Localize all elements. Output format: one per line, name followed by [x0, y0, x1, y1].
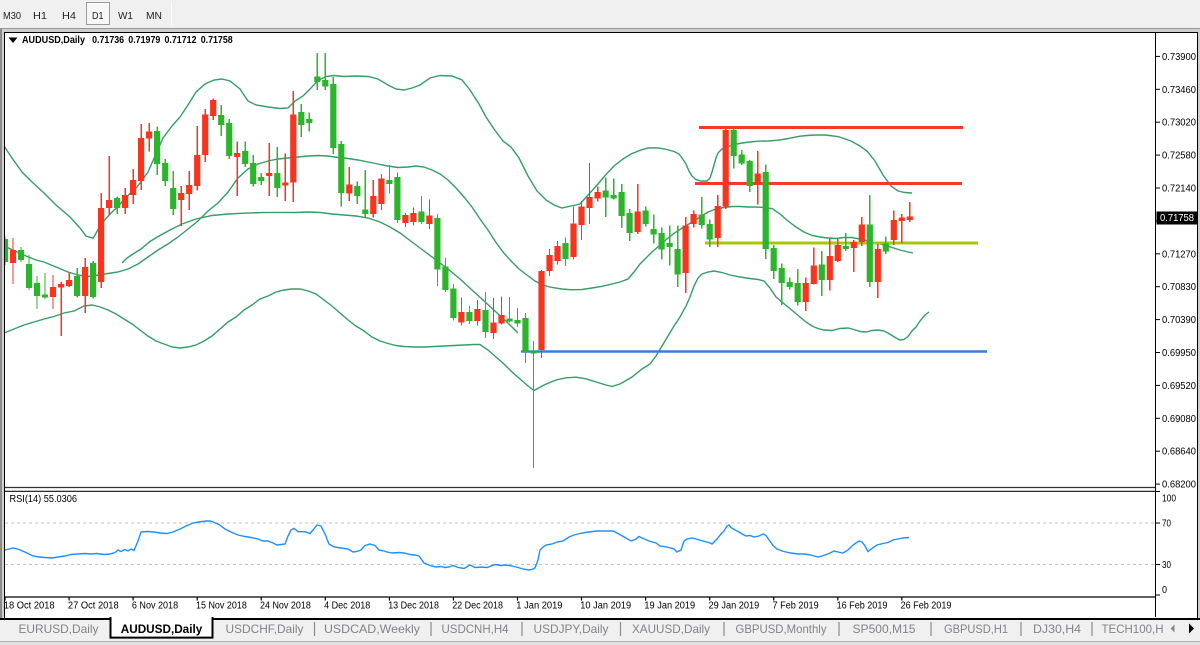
svg-text:18 Oct 2018: 18 Oct 2018: [4, 601, 55, 612]
svg-text:TECH100,H: TECH100,H: [1102, 622, 1164, 636]
svg-text:AUDUSD,Daily: AUDUSD,Daily: [22, 35, 85, 46]
svg-text:0: 0: [1162, 585, 1167, 596]
svg-text:30: 30: [1162, 560, 1171, 571]
svg-text:0.73460: 0.73460: [1162, 85, 1196, 96]
svg-text:EURUSD,Daily: EURUSD,Daily: [19, 622, 99, 636]
svg-text:RSI(14) 55.0306: RSI(14) 55.0306: [10, 494, 78, 505]
svg-text:16 Feb 2019: 16 Feb 2019: [837, 601, 888, 612]
svg-text:27 Oct 2018: 27 Oct 2018: [68, 601, 119, 612]
svg-text:0.69520: 0.69520: [1162, 381, 1196, 392]
svg-text:0.69950: 0.69950: [1162, 348, 1196, 359]
svg-text:19 Jan 2019: 19 Jan 2019: [644, 601, 695, 612]
svg-text:0.68640: 0.68640: [1162, 447, 1196, 458]
svg-text:W1: W1: [118, 11, 133, 22]
svg-text:1 Jan 2019: 1 Jan 2019: [516, 601, 562, 612]
svg-text:0.71270: 0.71270: [1162, 249, 1196, 260]
svg-text:GBPUSD,H1: GBPUSD,H1: [944, 622, 1008, 636]
svg-text:0.73020: 0.73020: [1162, 118, 1196, 129]
svg-text:MN: MN: [146, 11, 162, 22]
svg-text:DJ30,H4: DJ30,H4: [1033, 622, 1081, 636]
svg-text:AUDUSD,Daily: AUDUSD,Daily: [121, 622, 203, 636]
svg-text:0.71979: 0.71979: [128, 35, 160, 46]
svg-text:0.68200: 0.68200: [1162, 480, 1196, 491]
svg-text:USDJPY,Daily: USDJPY,Daily: [534, 622, 609, 636]
svg-text:22 Dec 2018: 22 Dec 2018: [452, 601, 503, 612]
svg-text:70: 70: [1162, 519, 1171, 530]
svg-text:GBPUSD,Monthly: GBPUSD,Monthly: [736, 622, 827, 636]
svg-text:0.71758: 0.71758: [1160, 213, 1194, 224]
svg-text:0.71712: 0.71712: [165, 35, 197, 46]
svg-text:H4: H4: [62, 11, 77, 22]
svg-text:0.70390: 0.70390: [1162, 315, 1196, 326]
svg-text:26 Feb 2019: 26 Feb 2019: [901, 601, 952, 612]
svg-text:29 Jan 2019: 29 Jan 2019: [709, 601, 760, 612]
svg-text:6 Nov 2018: 6 Nov 2018: [132, 601, 179, 612]
svg-text:0.71736: 0.71736: [92, 35, 124, 46]
svg-text:USDCAD,Weekly: USDCAD,Weekly: [324, 622, 420, 636]
svg-text:0.73900: 0.73900: [1162, 52, 1196, 63]
svg-text:SP500,M15: SP500,M15: [853, 622, 916, 636]
svg-text:0.72580: 0.72580: [1162, 151, 1196, 162]
svg-text:24 Nov 2018: 24 Nov 2018: [260, 601, 311, 612]
svg-text:100: 100: [1162, 494, 1176, 505]
svg-text:0.72140: 0.72140: [1162, 184, 1196, 195]
svg-text:13 Dec 2018: 13 Dec 2018: [388, 601, 439, 612]
svg-text:10 Jan 2019: 10 Jan 2019: [580, 601, 631, 612]
svg-text:0.69080: 0.69080: [1162, 414, 1196, 425]
svg-text:USDCHF,Daily: USDCHF,Daily: [226, 622, 304, 636]
svg-text:15 Nov 2018: 15 Nov 2018: [196, 601, 247, 612]
svg-text:7 Feb 2019: 7 Feb 2019: [773, 601, 819, 612]
svg-text:0.71758: 0.71758: [201, 35, 233, 46]
svg-text:H1: H1: [33, 11, 47, 22]
svg-text:4 Dec 2018: 4 Dec 2018: [324, 601, 371, 612]
svg-text:D1: D1: [92, 11, 104, 22]
svg-text:0.70830: 0.70830: [1162, 282, 1196, 293]
svg-text:XAUUSD,Daily: XAUUSD,Daily: [632, 622, 710, 636]
svg-text:M30: M30: [3, 11, 22, 22]
svg-text:USDCNH,H4: USDCNH,H4: [442, 622, 509, 636]
